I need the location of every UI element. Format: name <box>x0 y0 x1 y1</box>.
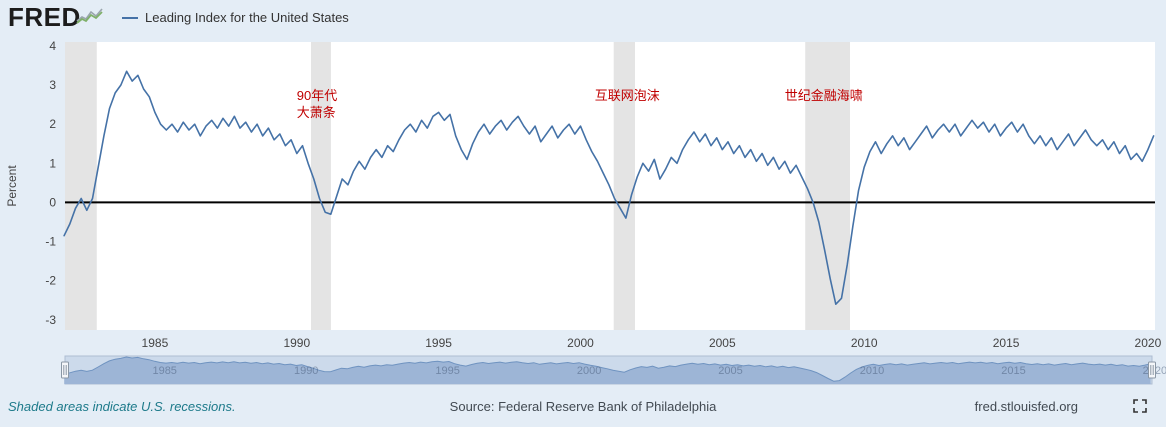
recession-band <box>613 42 635 330</box>
x-tick-label: 2005 <box>709 336 736 350</box>
navigator-series-line <box>64 356 1151 382</box>
y-tick-label: 0 <box>49 195 56 209</box>
recession-band <box>311 42 331 330</box>
navigator-handle-left[interactable] <box>61 361 69 379</box>
fullscreen-button[interactable] <box>1130 396 1150 419</box>
navigator-tick-label: 1990 <box>294 365 318 377</box>
series-line <box>63 70 1155 306</box>
y-tick-label: -3 <box>45 313 56 327</box>
navigator-tick-label: 1985 <box>152 365 176 377</box>
footer: Shaded areas indicate U.S. recessions. S… <box>0 392 1166 427</box>
recession-band <box>805 42 850 330</box>
x-tick-label: 1995 <box>425 336 452 350</box>
y-tick-label: 2 <box>49 117 56 131</box>
main-chart[interactable]: 4 3 2 1 0 -1 -2 -3 1985 1990 1995 2000 2005 2010 2015 2… <box>0 0 1166 352</box>
navigator-tick-label: 2000 <box>577 365 601 377</box>
legend-label: Leading Index for the United States <box>145 10 349 25</box>
source-text: Source: Federal Reserve Bank of Philadel… <box>449 399 717 414</box>
x-tick-label: 2020 <box>1135 336 1162 350</box>
header: FRED Leading Index for the United States <box>0 0 1166 36</box>
x-tick-label: 2000 <box>567 336 594 350</box>
y-tick-label: 1 <box>49 156 56 170</box>
navigator-series-area <box>64 357 1151 384</box>
navigator-tick-label: 1995 <box>435 365 459 377</box>
fred-logo: FRED <box>8 2 81 32</box>
legend: Leading Index for the United States <box>122 10 349 25</box>
recession-note-link[interactable]: Shaded areas indicate U.S. recessions. <box>8 399 236 414</box>
y-tick-label: -2 <box>45 274 56 288</box>
navigator-tick-label: 2010 <box>860 365 884 377</box>
y-tick-label: 3 <box>49 78 56 92</box>
navigator-handle-right[interactable] <box>1148 361 1156 379</box>
navigator-tick-label: 2015 <box>1001 365 1025 377</box>
y-axis-title: Percent <box>5 165 19 207</box>
fred-logo-sparkline-icon <box>76 8 103 24</box>
x-tick-label: 2010 <box>851 336 878 350</box>
annotation: 互联网泡沫 <box>595 88 660 103</box>
recession-band <box>65 42 97 330</box>
annotation: 90年代大萧条 <box>297 88 337 120</box>
navigator-tick-label: 2005 <box>718 365 742 377</box>
x-tick-label: 2015 <box>993 336 1020 350</box>
x-tick-label: 1985 <box>142 336 169 350</box>
x-tick-label: 1990 <box>283 336 310 350</box>
y-tick-label: 4 <box>49 39 56 53</box>
site-link[interactable]: fred.stlouisfed.org <box>974 399 1078 414</box>
annotation: 世纪金融海啸 <box>785 88 863 103</box>
y-tick-label: -1 <box>45 235 56 249</box>
legend-line-icon <box>122 16 138 19</box>
fullscreen-icon <box>1133 399 1147 413</box>
